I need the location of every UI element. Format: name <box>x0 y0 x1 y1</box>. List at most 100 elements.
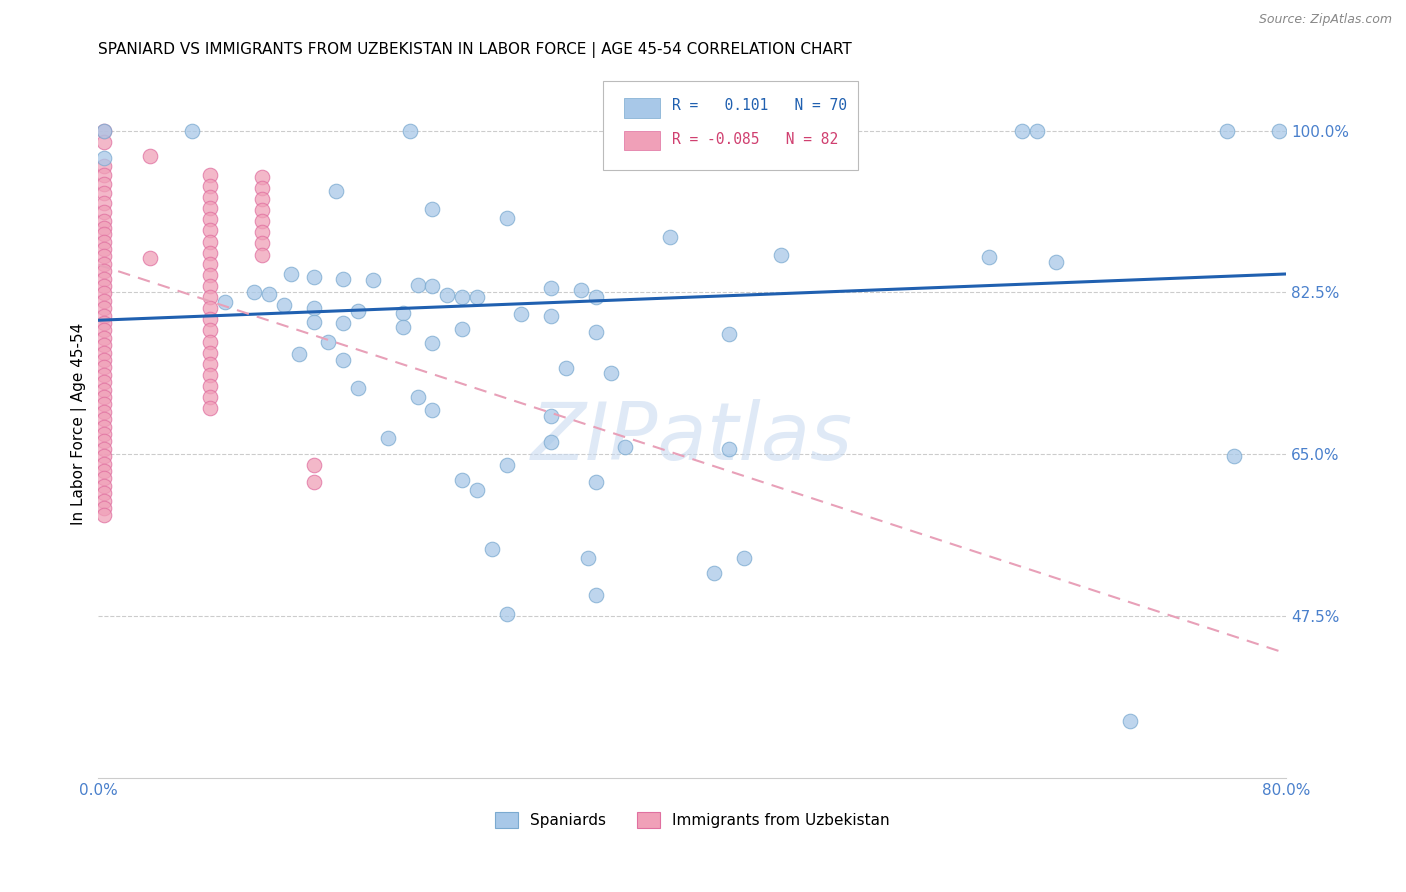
Point <box>93 383 115 397</box>
Point <box>93 457 115 471</box>
Point <box>585 325 607 339</box>
Point <box>198 223 221 237</box>
Point <box>93 442 115 456</box>
Point <box>93 412 115 426</box>
Point <box>451 321 474 335</box>
Point <box>198 268 221 282</box>
Point <box>93 220 115 235</box>
Point <box>198 168 221 182</box>
Point <box>658 230 681 244</box>
Point <box>510 307 533 321</box>
Point <box>555 361 578 376</box>
Point <box>585 475 607 490</box>
Point <box>451 473 474 487</box>
Point <box>495 607 517 621</box>
Point <box>302 315 325 329</box>
Point <box>93 368 115 382</box>
Point <box>302 269 325 284</box>
Point <box>250 192 273 206</box>
Point <box>332 316 354 330</box>
Point <box>465 290 488 304</box>
Point <box>93 360 115 375</box>
Point <box>93 195 115 210</box>
Point <box>93 323 115 337</box>
FancyBboxPatch shape <box>624 98 659 118</box>
Point <box>93 449 115 463</box>
Point <box>93 257 115 271</box>
Point <box>347 381 370 395</box>
Point <box>180 123 202 137</box>
Point <box>391 319 413 334</box>
Point <box>198 334 221 349</box>
Point <box>93 123 115 137</box>
Point <box>93 338 115 352</box>
Point <box>576 551 599 566</box>
Point <box>540 309 562 323</box>
Point <box>93 345 115 359</box>
Point <box>139 149 162 163</box>
Point <box>406 390 429 404</box>
Point <box>770 248 793 262</box>
Point <box>703 566 725 580</box>
Legend: Spaniards, Immigrants from Uzbekistan: Spaniards, Immigrants from Uzbekistan <box>489 806 896 834</box>
Point <box>198 257 221 271</box>
Point <box>93 242 115 256</box>
Point <box>1267 123 1289 137</box>
Point <box>391 306 413 320</box>
Point <box>718 442 741 456</box>
Point <box>93 493 115 508</box>
Point <box>1025 123 1047 137</box>
Point <box>198 401 221 416</box>
Text: ZIPatlas: ZIPatlas <box>531 400 853 477</box>
Point <box>198 357 221 371</box>
Point <box>198 235 221 249</box>
Point <box>302 458 325 473</box>
Point <box>198 290 221 304</box>
Point <box>451 290 474 304</box>
Point <box>599 366 621 380</box>
Point <box>198 245 221 260</box>
Point <box>422 202 444 217</box>
Point <box>1011 123 1033 137</box>
Point <box>93 434 115 449</box>
Point <box>93 376 115 390</box>
Point <box>977 250 1000 264</box>
Point <box>250 203 273 218</box>
Point <box>198 279 221 293</box>
Point <box>93 159 115 173</box>
Point <box>318 334 340 349</box>
Point <box>481 541 503 556</box>
Point <box>250 225 273 239</box>
Point <box>93 151 115 165</box>
Point <box>93 214 115 228</box>
Point <box>93 331 115 345</box>
Point <box>422 336 444 351</box>
Point <box>93 471 115 485</box>
Point <box>250 247 273 261</box>
Point <box>198 190 221 204</box>
Point <box>93 501 115 516</box>
Point <box>422 403 444 417</box>
Point <box>93 293 115 308</box>
Point <box>93 135 115 149</box>
Point <box>406 278 429 293</box>
Point <box>93 316 115 330</box>
Point <box>198 301 221 316</box>
Point <box>93 427 115 442</box>
Point <box>250 169 273 184</box>
Point <box>93 397 115 411</box>
Point <box>540 281 562 295</box>
Text: R =   0.101   N = 70: R = 0.101 N = 70 <box>672 98 846 113</box>
Point <box>1119 714 1142 728</box>
Point <box>540 409 562 423</box>
FancyBboxPatch shape <box>624 130 659 151</box>
Point <box>93 271 115 285</box>
Point <box>1215 123 1237 137</box>
Point <box>1223 449 1246 463</box>
Y-axis label: In Labor Force | Age 45-54: In Labor Force | Age 45-54 <box>72 323 87 525</box>
Point <box>93 249 115 263</box>
Point <box>332 271 354 285</box>
Point <box>465 483 488 497</box>
Point <box>198 202 221 216</box>
Point <box>93 390 115 404</box>
